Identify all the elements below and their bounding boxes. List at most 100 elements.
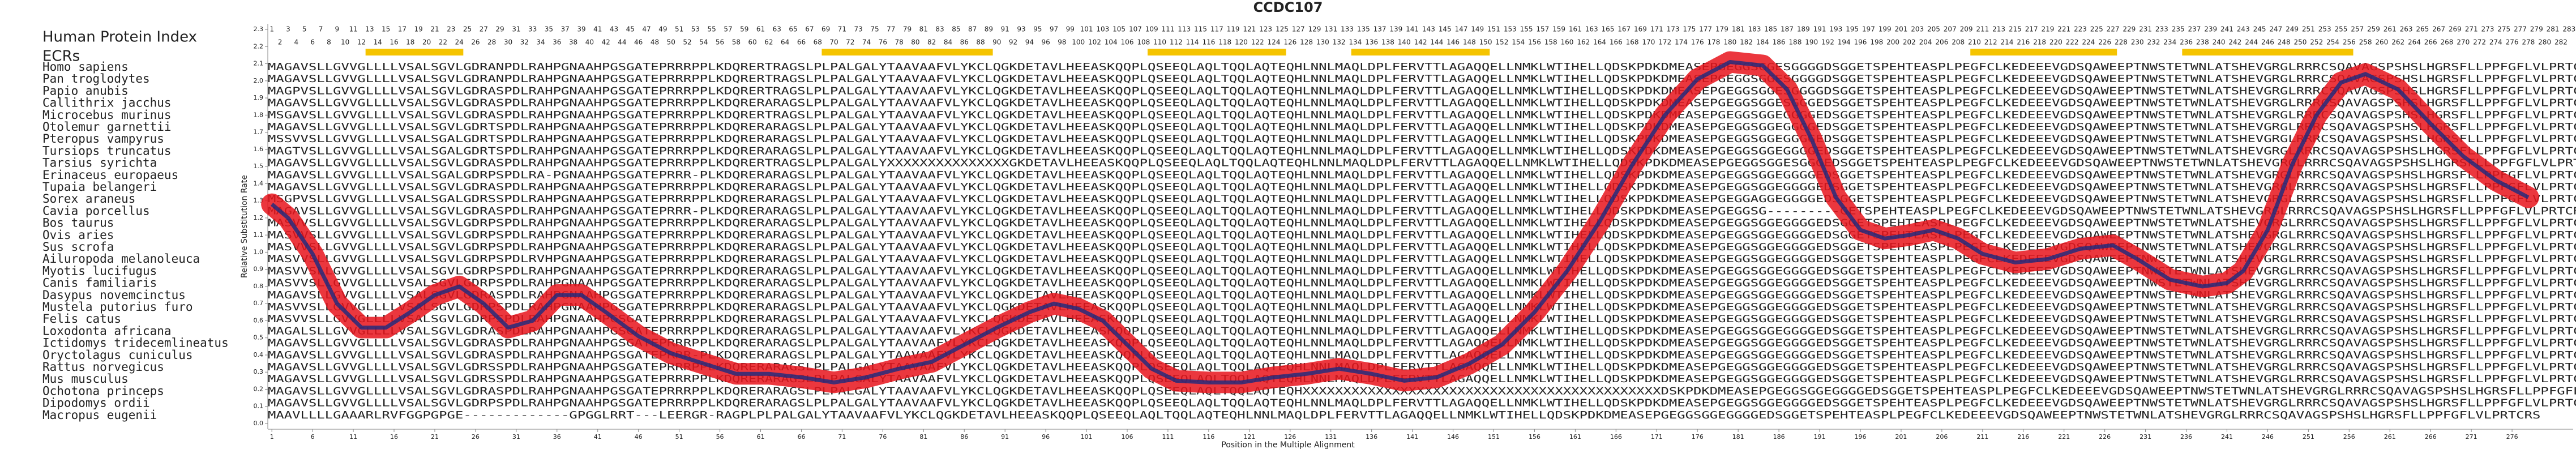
protein-index: 205 [1927,25,1940,33]
protein-index: 123 [1259,25,1272,33]
protein-index: 120 [1235,39,1248,46]
ecr-bar [2182,49,2354,55]
protein-index: 47 [642,25,651,33]
protein-index: 242 [2228,39,2241,46]
protein-index: 90 [992,39,1001,46]
protein-index: 188 [1788,39,1802,46]
protein-index: 24 [455,39,463,46]
protein-index: 21 [430,25,439,33]
protein-index: 4 [294,39,299,46]
species-name: Cavia porcellus [42,204,150,217]
protein-index: 23 [447,25,455,33]
sequence: MAGAVSLLGVVGLLLLVSALSGALGDRPSPDLRA-PGNAA… [268,169,2576,181]
x-tick-label: 6 [311,433,315,441]
index-label: Human Protein Index [42,29,197,46]
protein-index: 129 [1308,25,1321,33]
species-name: Macropus eugenii [42,408,157,422]
x-tick-label: 191 [1814,433,1826,441]
x-tick-label: 41 [594,433,602,441]
ecr-bar [1970,49,2117,55]
protein-index: 44 [618,39,626,46]
protein-index: 99 [1066,25,1075,33]
protein-index: 121 [1243,25,1256,33]
protein-index: 63 [773,25,781,33]
protein-index: 177 [1699,25,1712,33]
protein-index: 261 [2384,25,2397,33]
y-tick-label: 1.8 [254,111,264,118]
protein-index: 31 [512,25,520,33]
protein-index: 253 [2318,25,2331,33]
protein-index: 50 [667,39,675,46]
y-tick-label: 1.4 [254,180,264,187]
protein-index: 33 [528,25,537,33]
protein-index: 245 [2253,25,2266,33]
species-name: Otolemur garnettii [42,120,172,134]
protein-index: 263 [2400,25,2413,33]
protein-index: 271 [2465,25,2478,33]
protein-index: 83 [935,25,944,33]
species-name: Tursiops truncatus [42,144,172,157]
protein-index: 95 [1033,25,1042,33]
y-tick-label: 1.1 [254,231,264,238]
species-name: Tarsius syrichta [42,156,157,170]
x-tick-label: 176 [1692,433,1704,441]
x-tick-label: 196 [1854,433,1866,441]
x-axis-title: Position in the Multiple Alignment [1221,441,1355,450]
protein-index: 106 [1121,39,1134,46]
protein-index: 122 [1251,39,1264,46]
x-tick-label: 76 [879,433,887,441]
y-tick-label: 0.7 [254,300,264,307]
protein-index: 37 [561,25,570,33]
protein-index: 138 [1381,39,1394,46]
protein-index: 116 [1202,39,1215,46]
protein-index: 139 [1389,25,1402,33]
sequence: MAGAVSLLGVVGLLLLVSALSGVLGDRASPDLRAHPGNAA… [268,337,2576,349]
protein-index: 198 [1870,39,1883,46]
x-tick-label: 1 [270,433,274,441]
species-name: Oryctolagus cuniculus [42,348,193,362]
protein-index: 114 [1186,39,1199,46]
protein-index: 262 [2391,39,2404,46]
x-tick-label: 126 [1284,433,1296,441]
sequence: MAGAVSLLGVVGLLLLVSALSGVLGDRPSPDLRAHPGNAA… [268,398,2576,409]
species-name: Homo sapiens [42,60,129,74]
protein-index: 265 [2416,25,2429,33]
protein-index: 191 [1813,25,1826,33]
x-tick-label: 141 [1406,433,1418,441]
protein-index: 187 [1781,25,1794,33]
x-tick-label: 251 [2303,433,2314,441]
protein-index: 259 [2367,25,2380,33]
x-tick-label: 66 [797,433,805,441]
protein-index: 236 [2180,39,2193,46]
y-tick-label: 1.6 [254,146,264,153]
protein-index: 256 [2343,39,2356,46]
x-tick-label: 26 [472,433,480,441]
protein-index: 165 [1601,25,1614,33]
protein-index: 103 [1096,25,1109,33]
protein-index: 42 [601,39,610,46]
protein-index: 246 [2261,39,2274,46]
protein-index: 128 [1300,39,1313,46]
protein-index: 82 [927,39,936,46]
y-tick-label: 0.1 [254,403,264,410]
protein-index: 150 [1479,39,1492,46]
protein-index: 70 [829,39,838,46]
protein-index: 174 [1675,39,1688,46]
protein-index: 105 [1112,25,1126,33]
protein-index: 147 [1454,25,1467,33]
protein-index: 29 [495,25,504,33]
protein-index: 85 [952,25,960,33]
protein-index: 275 [2497,25,2510,33]
protein-index: 67 [805,25,814,33]
protein-index: 202 [1903,39,1916,46]
protein-index: 133 [1341,25,1354,33]
species-name: Loxodonta africana [42,324,172,337]
protein-index: 97 [1050,25,1058,33]
protein-index: 224 [2082,39,2095,46]
protein-index: 96 [1041,39,1050,46]
protein-index: 16 [390,39,398,46]
protein-index: 89 [985,25,993,33]
protein-index: 184 [1756,39,1769,46]
protein-index: 181 [1732,25,1745,33]
protein-index: 176 [1691,39,1704,46]
